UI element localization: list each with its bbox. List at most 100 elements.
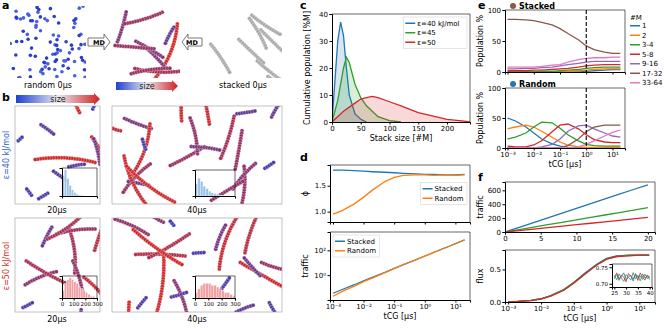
- tick: 0.75: [596, 265, 612, 271]
- chart: 10⁻³10⁻²10⁻¹10⁰10¹050100tCG [μs]Populati…: [476, 80, 626, 170]
- molecule: [42, 61, 46, 65]
- molecule: [264, 46, 268, 50]
- panel-label: f: [478, 171, 483, 184]
- tick: 20: [644, 232, 653, 243]
- molecule: [57, 34, 61, 38]
- molecule: [34, 54, 38, 58]
- line: [505, 208, 648, 232]
- snapshot: [21, 218, 100, 312]
- axis-line: [503, 183, 506, 233]
- snapshot-frame: [15, 106, 100, 204]
- x-axis: 10⁻³10⁻²10⁻¹10⁰10¹: [500, 148, 625, 159]
- molecule: [39, 29, 43, 33]
- x-axis-label: tCG [μs]: [564, 314, 597, 323]
- tick-label: 0: [497, 145, 501, 153]
- y-axis-label: traffic: [301, 254, 310, 277]
- y-axis-label: Cumulative population [%M]: [303, 11, 312, 125]
- tick-mark: [330, 41, 333, 42]
- legend-swatch: [335, 241, 345, 243]
- molecule: [81, 6, 85, 8]
- molecule: [40, 244, 44, 248]
- tick: 10⁻³: [501, 302, 517, 313]
- molecule: [124, 164, 128, 168]
- line: [333, 240, 465, 296]
- area: [332, 96, 470, 122]
- tick-mark: [610, 284, 613, 285]
- molecule: [134, 252, 138, 256]
- legend: StackedRandom: [333, 235, 379, 257]
- size-label: size: [50, 95, 66, 104]
- molecule: [168, 66, 172, 70]
- molecule: [279, 267, 282, 271]
- chart: 10⁻³10⁻²10⁻¹10⁰10¹10⁰10²tCG [μs]trafficS…: [301, 232, 471, 321]
- tick-label: 0: [497, 69, 501, 77]
- chart: [60, 168, 98, 199]
- molecule: [43, 61, 47, 65]
- legend-swatch: [630, 25, 640, 27]
- chart: 050100150200010203040Stack size [#M]Cumu…: [303, 11, 471, 143]
- line: [508, 118, 621, 148]
- tick: 10⁻¹: [567, 302, 583, 313]
- legend-swatch: [630, 73, 640, 75]
- chart: 10⁻³10⁻²10⁻¹10⁰10¹0.00.5tCG [μs]flux: [476, 250, 656, 323]
- molecule: [82, 162, 86, 166]
- molecule: [18, 76, 22, 78]
- tick-label: 200: [488, 215, 501, 223]
- tick: 15: [608, 232, 617, 243]
- tick: 10¹: [450, 300, 462, 311]
- tick: 40: [647, 287, 654, 296]
- tick-label: 40: [319, 11, 328, 19]
- tick-label: 0: [497, 229, 501, 237]
- tick-label: 200: [441, 125, 454, 133]
- tick-mark: [333, 222, 334, 225]
- molecule: [77, 47, 81, 51]
- legend-label: ε=50: [417, 39, 436, 47]
- size-arrow: [116, 80, 178, 92]
- title: Stacked: [519, 2, 555, 11]
- line: [508, 255, 649, 302]
- bar: [203, 283, 206, 298]
- bar: [224, 196, 227, 197]
- legend-label: Stacked: [435, 185, 463, 193]
- molecule: [242, 164, 246, 168]
- tick-label: 10²: [314, 247, 326, 255]
- tick-mark: [328, 275, 331, 276]
- legend-swatch: [630, 35, 640, 37]
- axis-line: [60, 169, 63, 197]
- epsilon-label: ε=50 kJ/mol: [2, 242, 11, 290]
- molecule: [52, 15, 56, 19]
- tick-label: 10⁰: [314, 272, 326, 280]
- tick-label: 600: [488, 187, 501, 195]
- y-axis-label: flux: [476, 268, 485, 283]
- molecule: [188, 116, 192, 120]
- plot-area: [195, 178, 224, 196]
- chart: [193, 170, 236, 199]
- molecule: [78, 6, 82, 10]
- molecule: [29, 54, 33, 58]
- bar: [88, 196, 90, 197]
- tick: 200: [81, 298, 92, 307]
- y-axis: [60, 277, 63, 299]
- tick-label: 0: [324, 119, 328, 127]
- molecule: [241, 179, 245, 183]
- time-label: 40μs: [187, 206, 206, 215]
- molecule: [81, 58, 85, 62]
- molecule: [70, 47, 74, 51]
- snapshot: [16, 106, 100, 201]
- tick-mark: [425, 222, 426, 225]
- molecule: [52, 33, 56, 37]
- legend-swatch: [405, 42, 415, 44]
- axis-line: [63, 197, 98, 199]
- legend-label: 5-8: [642, 51, 653, 59]
- tick-label: 1.0: [315, 208, 326, 216]
- tick: 20: [319, 65, 332, 73]
- bar: [69, 186, 71, 197]
- size-label: size: [139, 82, 155, 91]
- frame: [505, 182, 655, 232]
- tick: 150: [412, 122, 425, 133]
- tick: [586, 72, 587, 75]
- tick: 50: [492, 38, 505, 46]
- figure: MDMDrandom 0μsstacked 0μssizesize20μs40μ…: [0, 0, 667, 329]
- molecule: [12, 67, 16, 71]
- snapshot-frame: [112, 218, 282, 312]
